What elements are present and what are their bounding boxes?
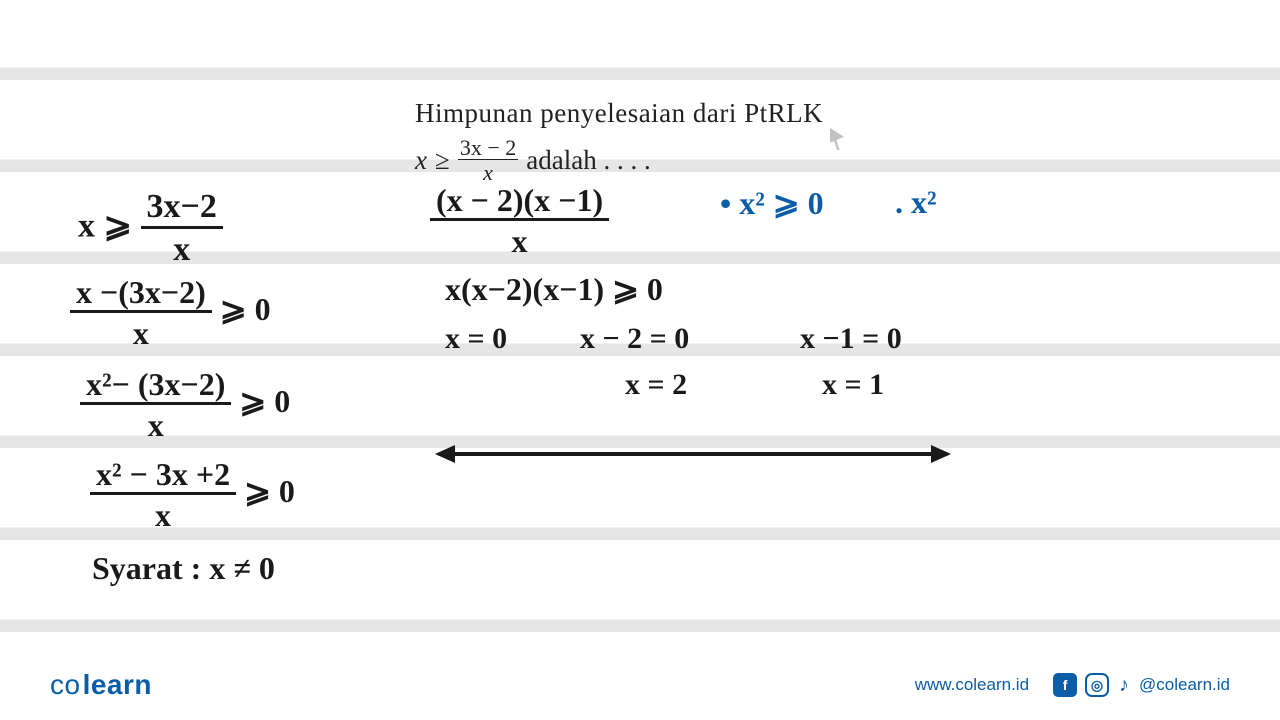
cursor-icon [830, 128, 844, 150]
step4: x² − 3x +2 x ⩾ 0 [90, 458, 295, 531]
problem-line1: Himpunan penyelesaian dari PtRLK [415, 98, 823, 129]
instagram-icon: ◎ [1085, 673, 1109, 697]
footer-handle: @colearn.id [1139, 675, 1230, 695]
footer: colearn www.colearn.id f ◎ ♪ @colearn.id [0, 650, 1280, 720]
footer-site: www.colearn.id [915, 675, 1029, 695]
step1: x ⩾ 3x−2 x [78, 190, 223, 267]
typed-fraction: 3x − 2 x [458, 137, 518, 184]
root-b: x − 2 = 0 [580, 322, 689, 356]
step3: x²− (3x−2) x ⩾ 0 [80, 368, 290, 441]
right-blue-b: . x² [895, 184, 937, 221]
logo: colearn [50, 669, 152, 701]
facebook-icon: f [1053, 673, 1077, 697]
root-a: x = 0 [445, 322, 507, 356]
footer-right: www.colearn.id f ◎ ♪ @colearn.id [915, 673, 1230, 697]
right-step2: x(x−2)(x−1) ⩾ 0 [445, 270, 663, 308]
social-icons: f ◎ ♪ @colearn.id [1053, 673, 1230, 697]
root-c: x −1 = 0 [800, 322, 902, 356]
step2: x −(3x−2) x ⩾ 0 [70, 276, 271, 349]
problem-line2: x ≥ 3x − 2 x adalah . . . . [415, 137, 823, 184]
root-c2: x = 1 [822, 368, 884, 402]
tiktok-icon: ♪ [1117, 674, 1131, 697]
content-area: Himpunan penyelesaian dari PtRLK x ≥ 3x … [0, 0, 1280, 720]
syarat: Syarat : x ≠ 0 [92, 550, 275, 587]
right-blue-a: • x² ⩾ 0 [720, 184, 824, 222]
right-step1: (x − 2)(x −1) x [430, 184, 609, 257]
root-b2: x = 2 [625, 368, 687, 402]
number-line [438, 452, 948, 456]
problem-statement: Himpunan penyelesaian dari PtRLK x ≥ 3x … [415, 98, 823, 184]
